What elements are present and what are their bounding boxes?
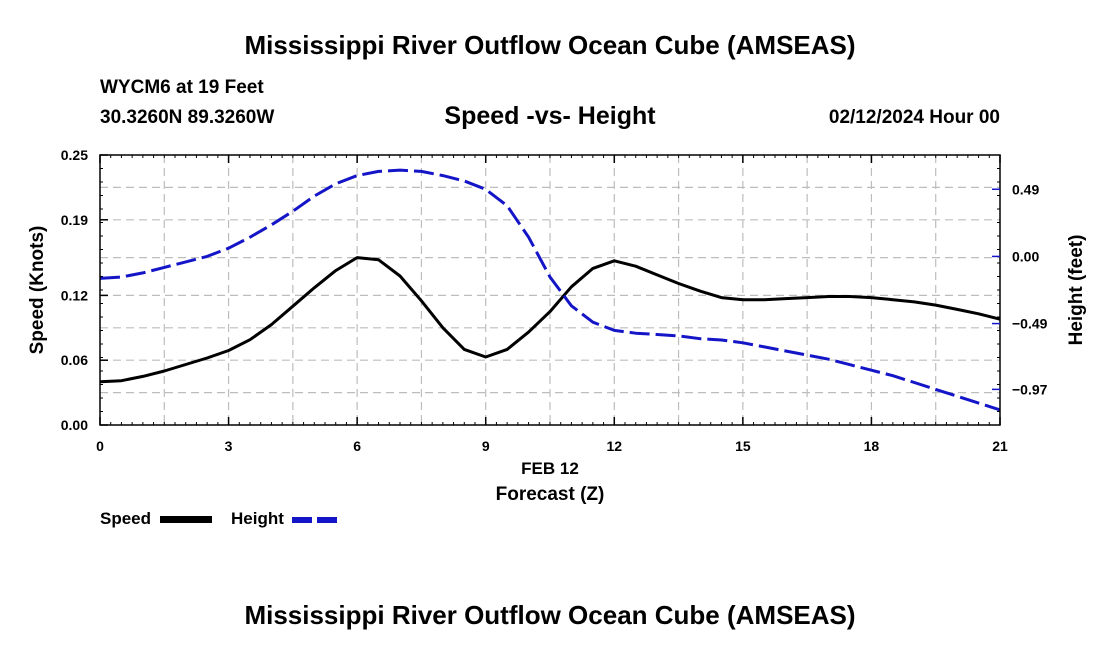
y-left-tick-label: 0.00 <box>61 417 88 433</box>
y-right-tick-label: −0.97 <box>1012 381 1048 397</box>
x-axis-title: Forecast (Z) <box>496 484 605 505</box>
legend-height-label: Height <box>231 509 284 528</box>
series-layer <box>99 168 1001 412</box>
x-axis-date-label: FEB 12 <box>521 459 579 478</box>
y-right-tick-label: 0.49 <box>1012 181 1039 197</box>
station-label: WYCM6 at 19 Feet <box>100 77 264 98</box>
height-series-line <box>99 168 1001 412</box>
x-tick-label: 3 <box>225 438 233 454</box>
forecast-datetime: 02/12/2024 Hour 00 <box>828 107 1000 128</box>
footer-title: Mississippi River Outflow Ocean Cube (AM… <box>244 600 856 630</box>
chart-title: Mississippi River Outflow Ocean Cube (AM… <box>244 30 856 60</box>
chart-subtitle: Speed -vs- Height <box>444 102 656 130</box>
y-left-tick-label: 0.19 <box>61 212 88 228</box>
x-tick-label: 6 <box>353 438 361 454</box>
legend-height-swatch <box>292 517 342 523</box>
x-tick-label: 0 <box>96 438 104 454</box>
y-right-axis-title: Height (feet) <box>1066 235 1087 346</box>
legend-speed-swatch <box>160 516 212 523</box>
x-tick-label: 18 <box>864 438 880 454</box>
y-left-axis-title: Speed (Knots) <box>27 226 48 355</box>
x-tick-label: 12 <box>606 438 622 454</box>
y-right-tick-label: −0.49 <box>1012 316 1048 332</box>
y-left-tick-label: 0.25 <box>61 147 88 163</box>
y-left-tick-label: 0.06 <box>61 352 88 368</box>
speed-series-line <box>99 256 1001 384</box>
x-tick-label: 15 <box>735 438 751 454</box>
axis-layer: 0 3 6 9 12 15 18 21 0.00 0.06 0.12 0.19 0.25 0.49 0.00… <box>27 147 1087 505</box>
x-tick-label: 21 <box>992 438 1008 454</box>
legend-speed-label: Speed <box>100 509 152 528</box>
x-tick-label: 9 <box>482 438 490 454</box>
y-right-tick-label: 0.00 <box>1012 248 1039 264</box>
grid-layer <box>100 155 1000 425</box>
coordinates-label: 30.3260N 89.3260W <box>100 107 275 128</box>
y-left-tick-label: 0.12 <box>61 287 88 303</box>
